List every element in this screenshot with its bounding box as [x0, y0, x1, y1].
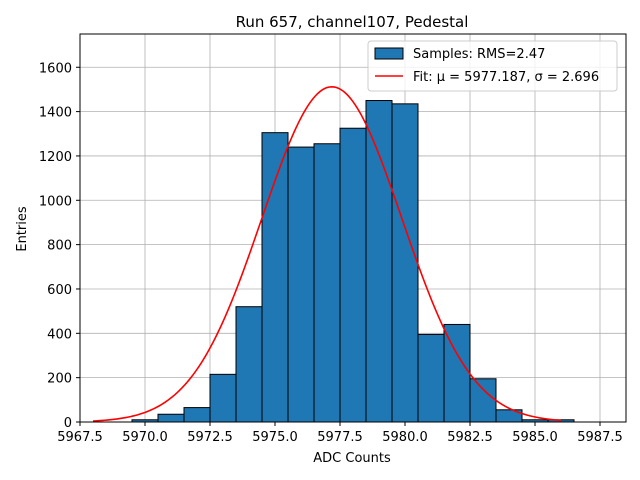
legend-histogram-swatch: [374, 47, 404, 60]
histogram-bar: [365, 100, 393, 423]
y-tick-label: 200: [47, 372, 72, 387]
x-tick-label: 5970.0: [122, 430, 168, 445]
y-axis-label: Entries: [15, 206, 30, 252]
histogram-bar: [287, 146, 315, 423]
x-tick-label: 5975.0: [252, 430, 298, 445]
histogram-bar: [183, 407, 211, 423]
y-tick-label: 0: [64, 416, 72, 431]
x-tick-label: 5967.5: [57, 430, 103, 445]
histogram-bar: [339, 127, 367, 423]
y-tick-label: 1000: [39, 194, 72, 209]
histogram-bar: [313, 143, 341, 423]
legend-histogram-label: Samples: RMS=2.47: [413, 47, 545, 62]
x-axis-ticks: 5967.5 5970.0 5972.5 5975.0 5977.5 5980.0 5982…: [57, 422, 623, 445]
legend: Samples: RMS=2.47 Fit: μ = 5977.187, σ =…: [367, 40, 618, 92]
axes-frame: [79, 33, 627, 423]
histogram-bar: [157, 413, 185, 423]
chart-title: Run 657, channel107, Pedestal: [236, 13, 469, 31]
x-tick-label: 5977.5: [317, 430, 363, 445]
x-tick-label: 5980.0: [382, 430, 428, 445]
x-tick-label: 5972.5: [187, 430, 233, 445]
y-tick-label: 800: [47, 239, 72, 254]
histogram-bar: [235, 306, 263, 423]
fit-curve: [92, 85, 562, 422]
y-tick-label: 1600: [39, 61, 72, 76]
histogram-bar: [417, 333, 445, 423]
y-tick-label: 1200: [39, 150, 72, 165]
histogram-bar: [261, 132, 289, 423]
y-tick-label: 1400: [39, 106, 72, 121]
histogram-bars: [131, 100, 575, 423]
y-tick-label: 400: [47, 327, 72, 342]
histogram-bar: [209, 373, 237, 423]
y-axis-ticks: 0 200 400 600 800 1000 1200 1400 1600: [39, 61, 80, 431]
x-tick-label: 5985.0: [512, 430, 558, 445]
histogram-bar: [469, 378, 497, 423]
x-tick-label: 5982.5: [447, 430, 493, 445]
x-axis-label: ADC Counts: [313, 451, 391, 466]
fit-curve-group: [92, 85, 562, 422]
x-tick-label: 5987.5: [577, 430, 623, 445]
histogram-bar: [391, 103, 419, 423]
y-tick-label: 600: [47, 283, 72, 298]
histogram-bar: [443, 323, 471, 423]
legend-box: [367, 40, 618, 92]
legend-fit-label: Fit: μ = 5977.187, σ = 2.696: [413, 70, 599, 85]
